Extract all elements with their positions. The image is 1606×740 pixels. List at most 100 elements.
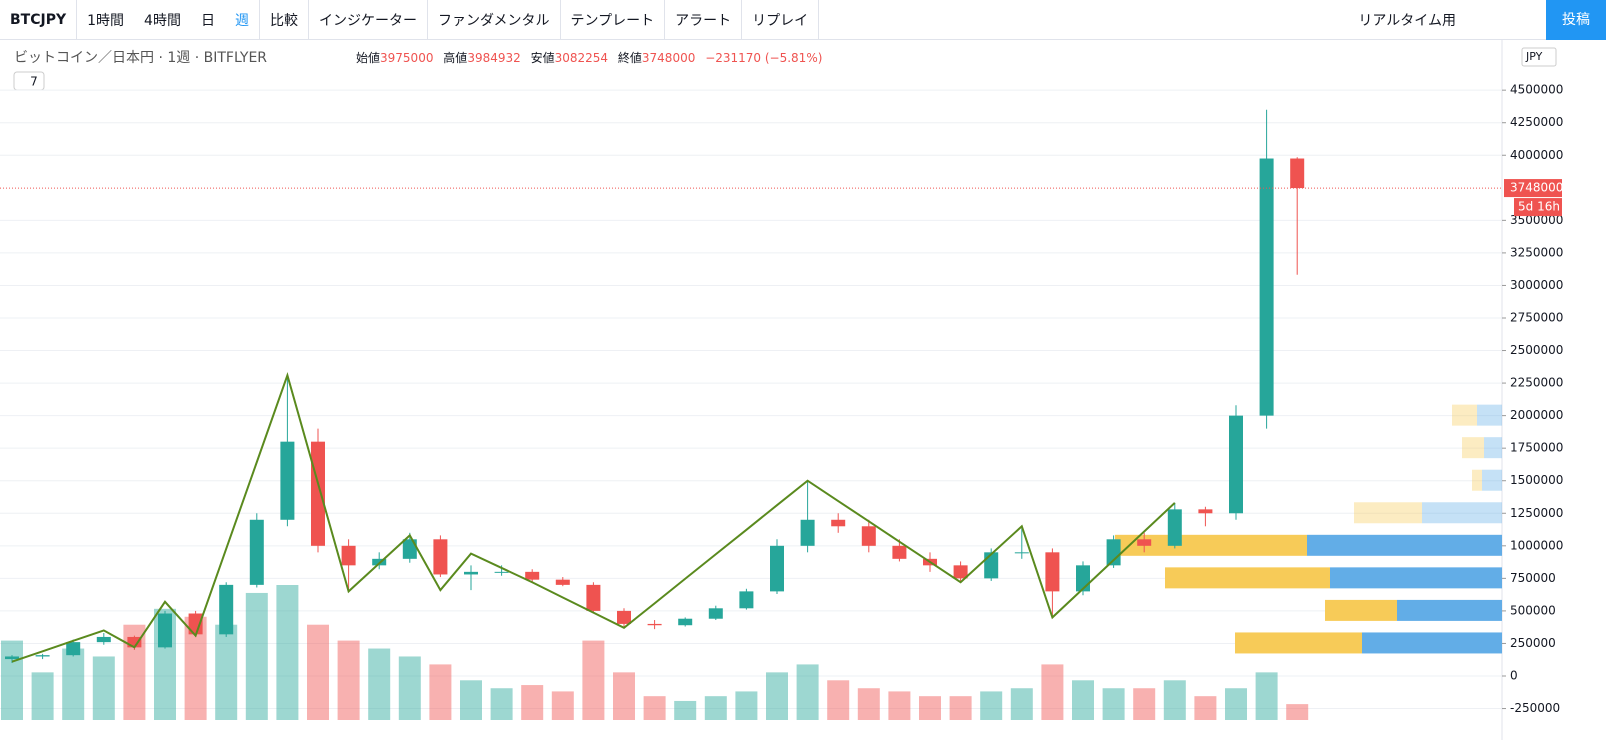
- profile-up: [1422, 502, 1502, 524]
- interval[interactable]: 日: [200, 12, 215, 29]
- realtime[interactable]: リアルタイム用: [1358, 12, 1456, 29]
- y-tick-label: 4000000: [1510, 148, 1563, 162]
- volume-bar: [674, 700, 697, 720]
- profile-down: [1235, 632, 1362, 654]
- volume-bar: [582, 640, 605, 720]
- value: 3984932: [467, 51, 520, 65]
- volume-bar: [62, 648, 85, 720]
- indicator-toggle[interactable]: [13, 71, 45, 91]
- candle-body: [617, 610, 631, 624]
- candle-body: [555, 579, 570, 585]
- profile-down: [1165, 567, 1330, 589]
- currency-label: JPY: [1525, 50, 1543, 63]
- profile-down: [1452, 404, 1477, 426]
- volume-bar: [245, 592, 268, 720]
- replay[interactable]: リプレイ: [752, 12, 809, 29]
- value: 3975000: [380, 51, 433, 65]
- profile-down: [1472, 469, 1482, 491]
- currency-box: [1521, 47, 1557, 67]
- candle-body: [311, 441, 325, 546]
- fundamentals[interactable]: ファンダメンタル: [437, 12, 550, 29]
- candle-body: [1106, 539, 1121, 566]
- y-tick-label: 3500000: [1510, 213, 1563, 227]
- y-tick-label: 1500000: [1510, 473, 1563, 487]
- candle-body: [1229, 415, 1243, 514]
- volume-bar: [1286, 704, 1309, 720]
- interval[interactable]: 週: [234, 12, 249, 29]
- candle-body: [1259, 158, 1274, 416]
- candle-body: [1137, 539, 1152, 546]
- value: 3748000: [642, 51, 695, 65]
- profile-down: [1354, 502, 1422, 524]
- candle-body: [1167, 509, 1182, 546]
- y-tick-label: 1250000: [1510, 506, 1563, 520]
- candle-body: [96, 636, 111, 643]
- y-tick-label: 1000000: [1510, 538, 1563, 552]
- volume-bar: [857, 688, 880, 720]
- volume-bar: [643, 696, 666, 720]
- volume-bar: [429, 664, 452, 720]
- interval[interactable]: 1時間: [87, 12, 125, 29]
- candle-body: [1045, 552, 1060, 592]
- volume-bar: [551, 691, 574, 720]
- y-tick-label: 1750000: [1510, 441, 1563, 455]
- volume-bar: [1225, 688, 1247, 720]
- candle-body: [708, 608, 723, 619]
- y-tick-label: 3250000: [1510, 245, 1563, 259]
- y-tick-label: -250000: [1510, 701, 1560, 715]
- volume-bar: [704, 696, 727, 720]
- alert[interactable]: アラート: [675, 12, 732, 29]
- volume-bar: [949, 696, 972, 720]
- candle-body: [341, 545, 356, 566]
- chart: ビットコイン／日本円 · 1週 · BITFLYER 始値3975000 高値3…: [0, 40, 1563, 740]
- zigzag-line: [11, 371, 1176, 663]
- change: −231170 (−5.81%): [705, 51, 822, 65]
- compare[interactable]: 比較: [269, 12, 298, 29]
- candle-body: [433, 539, 448, 575]
- volume-bar: [1163, 680, 1186, 720]
- candle-body: [249, 519, 264, 585]
- candle-body: [494, 571, 509, 573]
- candle-body: [800, 519, 815, 546]
- y-tick-label: 3000000: [1510, 278, 1563, 292]
- volume-bar: [92, 656, 115, 720]
- candle-body: [678, 618, 693, 626]
- toolbar: BTCJPY 1時間 4時間 日 週 比較 インジケーター ファンダメンタル テ…: [0, 0, 1606, 40]
- y-tick-label: 750000: [1510, 571, 1556, 585]
- price-tag-label: 3748000: [1510, 181, 1563, 195]
- candle-body: [1198, 509, 1213, 514]
- volume-bar: [919, 696, 941, 720]
- profile-up: [1330, 567, 1502, 589]
- volume-bar: [460, 680, 482, 720]
- candle-body: [831, 519, 846, 527]
- volume-bar: [613, 672, 635, 720]
- volume-bar: [398, 656, 421, 720]
- candle-body: [188, 613, 203, 635]
- indicator-count: 7: [30, 75, 38, 89]
- y-tick-label: 4250000: [1510, 115, 1563, 129]
- countdown-label: 5d 16h: [1518, 200, 1560, 214]
- interval[interactable]: 4時間: [144, 12, 181, 29]
- volume-bar: [766, 672, 788, 720]
- profile-up: [1482, 469, 1502, 491]
- label: 始値: [356, 50, 380, 65]
- volume-bar: [827, 680, 850, 720]
- volume-bar: [1041, 664, 1064, 720]
- legend-title: ビットコイン／日本円 · 1週 · BITFLYER: [14, 50, 267, 66]
- candle-body: [5, 656, 19, 660]
- price-tag: [1504, 179, 1562, 198]
- templates[interactable]: テンプレート: [570, 12, 655, 29]
- publish-button[interactable]: 投稿: [1546, 0, 1606, 40]
- candle-body: [1014, 552, 1029, 554]
- profile-up: [1477, 404, 1502, 426]
- countdown-tag: [1514, 198, 1562, 217]
- candle-body: [402, 539, 417, 559]
- indicators[interactable]: インジケーター: [318, 12, 417, 29]
- symbol[interactable]: BTCJPY: [10, 11, 67, 28]
- profile-up: [1484, 437, 1502, 459]
- volume-bar: [796, 664, 819, 720]
- y-tick-label: 4500000: [1510, 83, 1563, 97]
- candle-body: [464, 571, 478, 575]
- y-tick-label: 250000: [1510, 636, 1556, 650]
- volume-bar: [1072, 680, 1094, 720]
